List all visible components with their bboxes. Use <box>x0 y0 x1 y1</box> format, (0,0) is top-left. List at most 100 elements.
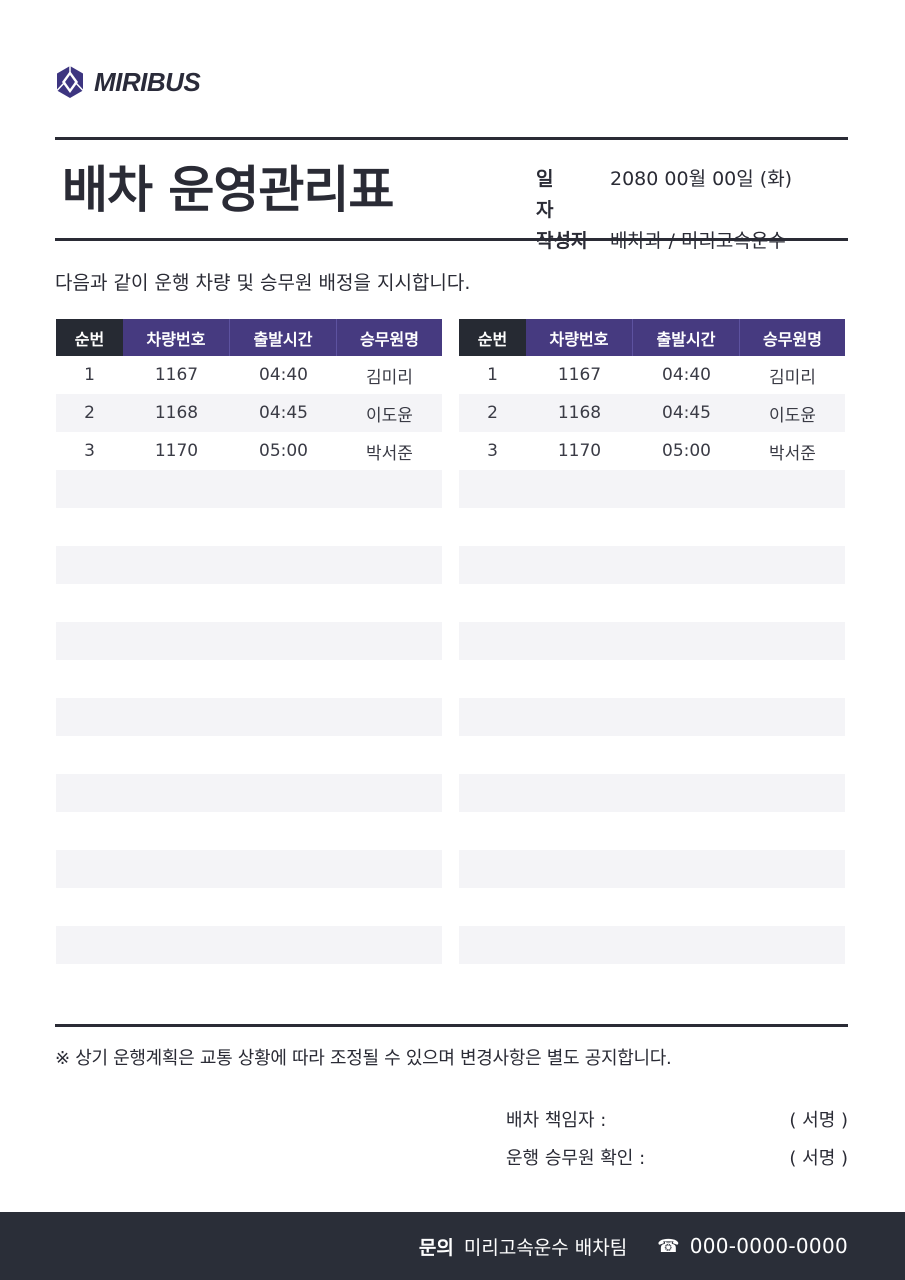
table-row-empty <box>56 698 442 736</box>
cell-seq <box>56 926 123 964</box>
meta-date-label: 일 자 <box>536 168 566 221</box>
cell-seq <box>459 660 526 698</box>
cell-vehicle <box>123 926 230 964</box>
cell-crew <box>740 470 845 508</box>
header-seq: 순번 <box>459 319 526 356</box>
table-row-empty <box>56 736 442 774</box>
cell-vehicle <box>526 698 633 736</box>
cell-seq <box>56 584 123 622</box>
cell-vehicle <box>526 660 633 698</box>
table-row: 1 1167 04:40 김미리 <box>56 356 442 394</box>
cell-vehicle <box>526 888 633 926</box>
cell-departure <box>230 926 337 964</box>
meta-date-value: 2080 00월 00일 (화) <box>610 168 793 190</box>
cell-vehicle <box>123 546 230 584</box>
cell-crew <box>337 926 442 964</box>
table-row: 1 1167 04:40 김미리 <box>459 356 845 394</box>
cell-crew <box>337 812 442 850</box>
cell-seq <box>459 698 526 736</box>
table-row-empty <box>56 888 442 926</box>
header-vehicle: 차량번호 <box>123 319 230 356</box>
cell-vehicle: 1167 <box>557 365 602 385</box>
cell-vehicle <box>123 698 230 736</box>
cell-seq <box>459 622 526 660</box>
table-row: 2 1168 04:45 이도윤 <box>56 394 442 432</box>
cell-crew <box>740 660 845 698</box>
cell-departure <box>633 622 740 660</box>
table-row-empty <box>459 926 845 964</box>
header-departure: 출발시간 <box>230 319 337 356</box>
cell-departure <box>230 698 337 736</box>
table-header: 순번 차량번호 출발시간 승무원명 <box>459 319 845 356</box>
table-body: 1 1167 04:40 김미리 2 1168 04:45 이도윤 3 1170 05:00 박서준 <box>56 356 442 964</box>
brand-logo: MIRIBUS <box>54 64 201 100</box>
cell-vehicle: 1168 <box>557 403 602 423</box>
table-row: 2 1168 04:45 이도윤 <box>459 394 845 432</box>
cell-seq <box>56 774 123 812</box>
cell-seq <box>459 888 526 926</box>
signature-row-crew: 운행 승무원 확인 : ( 서명 ) <box>506 1144 848 1170</box>
cell-departure: 04:45 <box>259 403 308 423</box>
signature-placeholder: ( 서명 ) <box>789 1148 848 1169</box>
table-row-empty <box>459 508 845 546</box>
cell-seq <box>459 508 526 546</box>
cell-vehicle <box>123 470 230 508</box>
cell-crew <box>740 812 845 850</box>
table-row-empty <box>459 698 845 736</box>
cell-departure <box>230 812 337 850</box>
cell-crew <box>740 850 845 888</box>
signature-placeholder: ( 서명 ) <box>789 1110 848 1131</box>
cell-crew <box>740 698 845 736</box>
notice-text: ※ 상기 운행계획은 교통 상황에 따라 조정될 수 있으며 변경사항은 별도 … <box>55 1048 672 1069</box>
cell-crew <box>337 736 442 774</box>
cell-vehicle <box>123 660 230 698</box>
cell-departure: 04:40 <box>259 365 308 385</box>
footer-label: 문의 <box>418 1236 454 1259</box>
cell-vehicle <box>526 850 633 888</box>
cell-seq: 3 <box>84 441 95 461</box>
cell-crew <box>740 546 845 584</box>
cell-seq <box>56 850 123 888</box>
cell-departure <box>230 584 337 622</box>
cell-vehicle <box>123 622 230 660</box>
table-row-empty <box>459 888 845 926</box>
cell-seq <box>56 546 123 584</box>
table-row-empty <box>56 622 442 660</box>
cell-vehicle: 1168 <box>154 403 199 423</box>
cell-seq: 3 <box>487 441 498 461</box>
table-body: 1 1167 04:40 김미리 2 1168 04:45 이도윤 3 1170 05:00 박서준 <box>459 356 845 964</box>
cell-departure <box>633 698 740 736</box>
cell-crew <box>740 622 845 660</box>
footer-phone: 000-0000-0000 <box>689 1234 848 1258</box>
cell-crew: 박서준 <box>769 443 816 464</box>
cell-departure <box>230 508 337 546</box>
cell-seq: 2 <box>84 403 95 423</box>
cell-departure <box>230 660 337 698</box>
cell-vehicle: 1170 <box>557 441 602 461</box>
table-row-empty <box>56 812 442 850</box>
cell-seq <box>459 926 526 964</box>
cell-departure <box>230 736 337 774</box>
cell-departure <box>633 926 740 964</box>
header-departure: 출발시간 <box>633 319 740 356</box>
table-row-empty <box>459 736 845 774</box>
cell-vehicle <box>123 774 230 812</box>
cell-crew <box>740 774 845 812</box>
cell-vehicle <box>123 584 230 622</box>
cell-departure: 04:45 <box>662 403 711 423</box>
cell-crew <box>337 698 442 736</box>
dispatch-table-left: 순번 차량번호 출발시간 승무원명 1 1167 04:40 김미리 2 1168 04:4… <box>56 319 442 964</box>
cell-departure <box>633 584 740 622</box>
header-seq: 순번 <box>56 319 123 356</box>
cell-crew <box>337 850 442 888</box>
cell-crew: 김미리 <box>366 367 413 388</box>
cell-seq: 2 <box>487 403 498 423</box>
cell-departure <box>633 774 740 812</box>
table-row-empty <box>459 812 845 850</box>
meta-author-label: 작성자 <box>536 230 589 252</box>
cell-crew: 박서준 <box>366 443 413 464</box>
cell-crew <box>740 888 845 926</box>
cell-vehicle <box>526 812 633 850</box>
cell-seq <box>459 546 526 584</box>
cell-departure <box>633 470 740 508</box>
